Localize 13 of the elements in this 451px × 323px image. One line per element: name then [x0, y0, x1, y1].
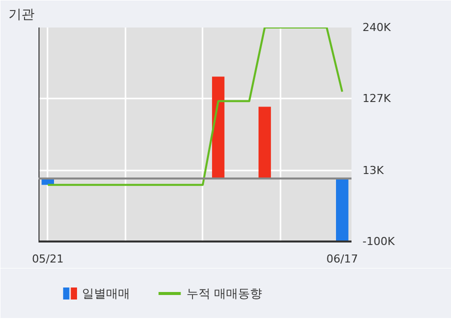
- y-tick-label: -100K: [362, 235, 396, 248]
- x-tick-label: 05/21: [32, 252, 64, 266]
- chart-title: 기관: [8, 8, 34, 22]
- y-tick-label: 240K: [362, 21, 392, 34]
- bar: [212, 76, 224, 179]
- legend-label: 일별매매: [82, 286, 130, 300]
- y-tick-label: 13K: [362, 164, 384, 177]
- bar: [336, 178, 348, 242]
- legend-label: 누적 매매동향: [186, 286, 262, 300]
- y-tick-label: 127K: [362, 92, 392, 106]
- bar: [258, 106, 271, 179]
- x-tick-label: 06/17: [326, 252, 358, 266]
- line-series: [46, 28, 344, 186]
